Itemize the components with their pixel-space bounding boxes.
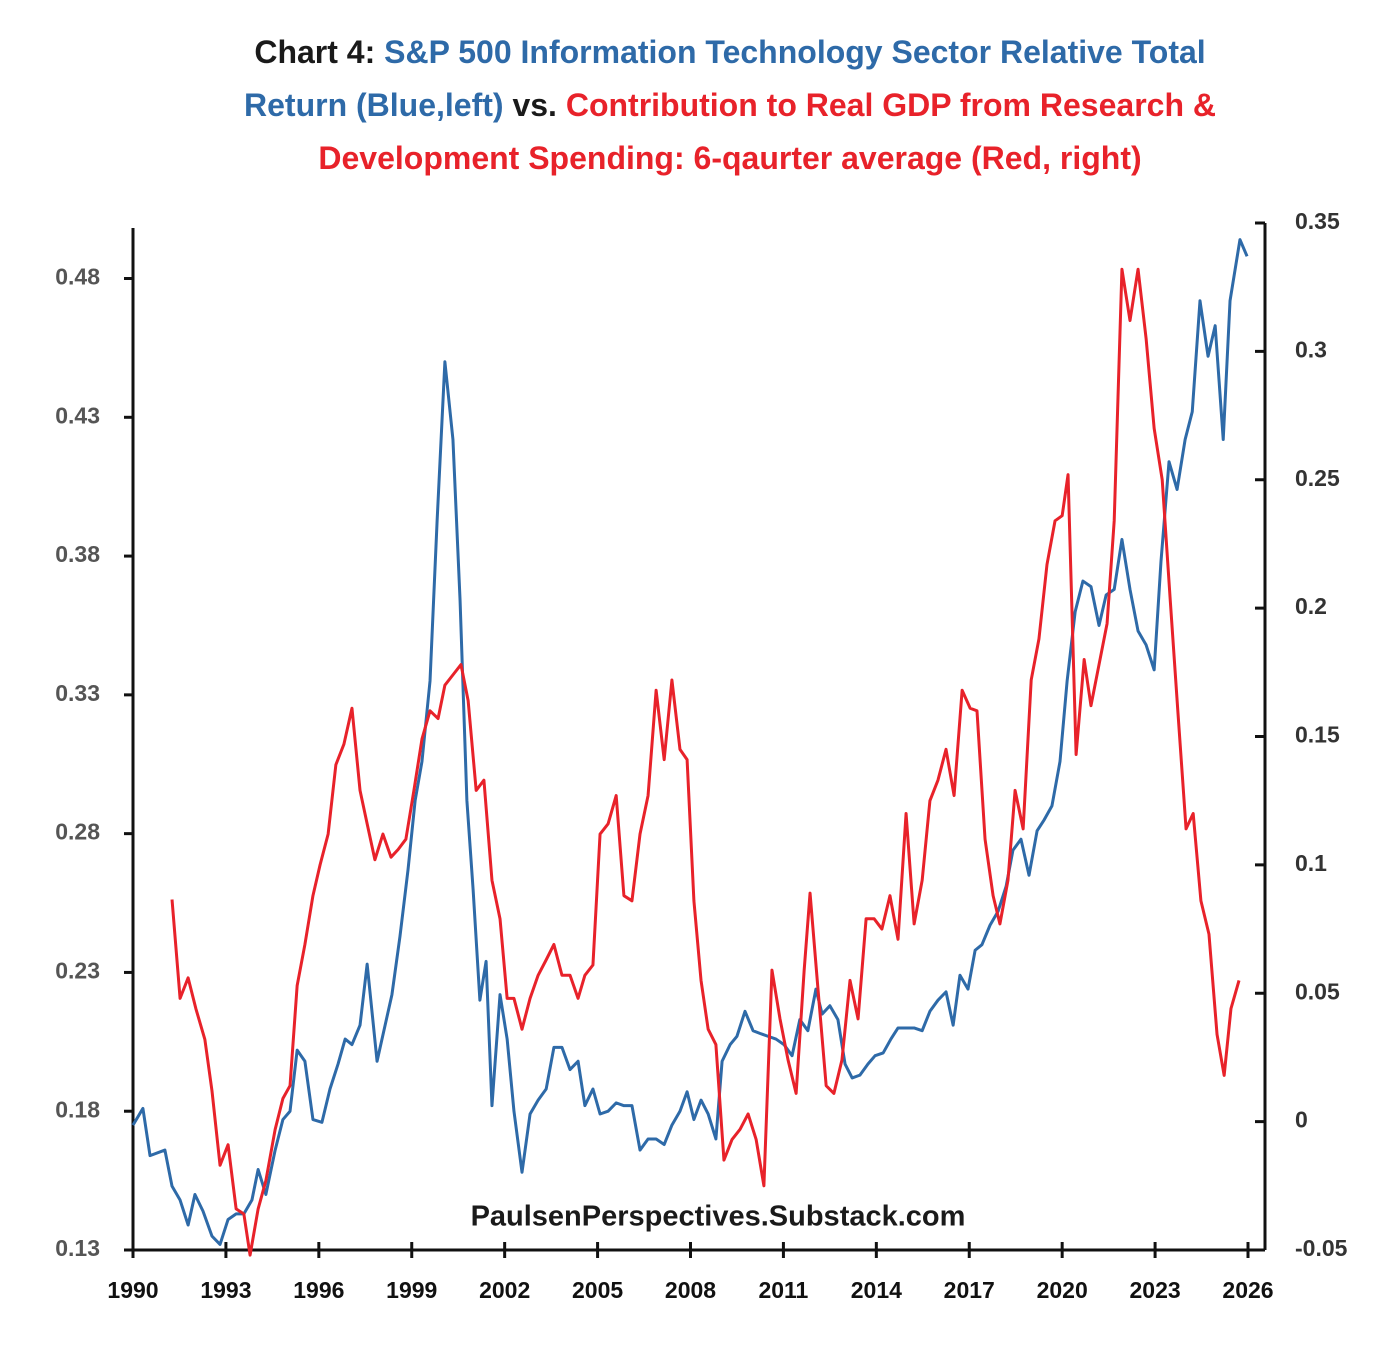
y2-tick-label: 0.35 [1295,208,1340,234]
title-part: Development Spending: 6-qaurter average … [318,140,1142,176]
chart-title: Chart 4: S&P 500 Information Technology … [100,26,1360,185]
title-line: Chart 4: S&P 500 Information Technology … [100,26,1360,79]
y2-tick-label: 0.2 [1295,593,1327,619]
y2-tick-label: 0.3 [1295,336,1327,362]
x-tick-label: 2002 [479,1277,530,1303]
y-tick-label: 0.38 [55,541,100,567]
series-line [131,238,1249,1246]
x-tick-label: 2023 [1129,1277,1180,1303]
x-tick-label: 2014 [851,1277,902,1303]
x-tick-label: 2005 [572,1277,623,1303]
y-tick-label: 0.43 [55,402,100,428]
y-tick-label: 0.23 [55,958,100,984]
x-tick-label: 1996 [293,1277,344,1303]
x-tick-label: 2011 [758,1277,808,1303]
y2-tick-label: -0.05 [1295,1235,1348,1261]
x-tick-label: 2008 [665,1277,716,1303]
y-tick-label: 0.13 [55,1235,100,1261]
y2-tick-label: 0.1 [1295,850,1327,876]
x-tick-label: 1993 [200,1277,251,1303]
title-part: Chart 4: [254,34,385,70]
y2-tick-label: 0 [1295,1107,1308,1133]
title-part: Return (Blue,left) [244,87,504,123]
x-tick-label: 1999 [386,1277,437,1303]
title-part: vs. [503,87,566,123]
x-tick-label: 2020 [1037,1277,1088,1303]
y-tick-label: 0.48 [55,264,100,290]
y2-tick-label: 0.05 [1295,978,1340,1004]
y-tick-label: 0.28 [55,819,100,845]
title-line: Return (Blue,left) vs. Contribution to R… [100,79,1360,132]
y-tick-label: 0.33 [55,680,100,706]
series-line [170,267,1241,1257]
x-tick-label: 2017 [944,1277,995,1303]
x-tick-label: 2026 [1222,1277,1273,1303]
title-line: Development Spending: 6-qaurter average … [100,132,1360,185]
y2-tick-label: 0.25 [1295,465,1340,491]
title-part: Contribution to Real GDP from Research & [565,87,1216,123]
y2-tick-label: 0.15 [1295,722,1340,748]
y-tick-label: 0.18 [55,1096,100,1122]
title-part: S&P 500 Information Technology Sector Re… [384,34,1206,70]
watermark: PaulsenPerspectives.Substack.com [471,1201,966,1233]
x-tick-label: 1990 [107,1277,158,1303]
